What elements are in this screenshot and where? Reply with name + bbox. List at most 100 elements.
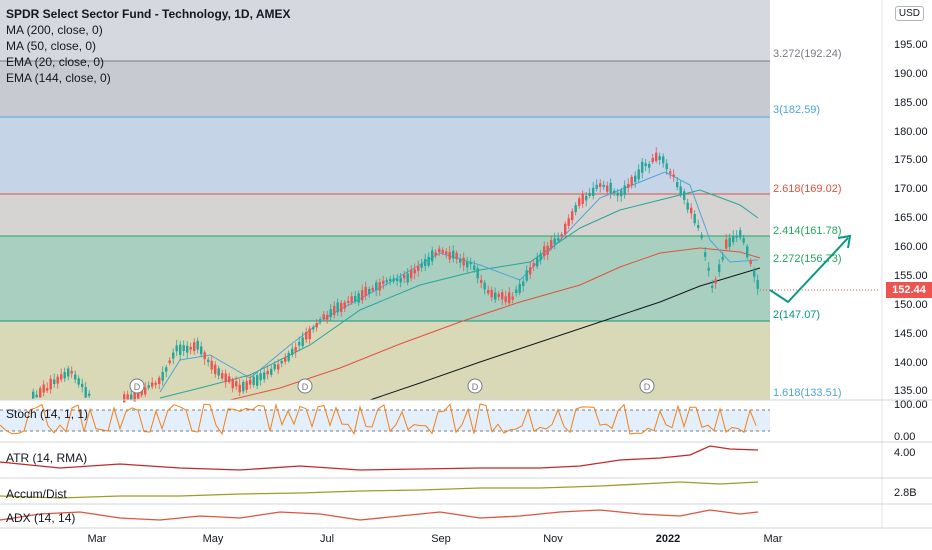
candle-body (417, 266, 420, 271)
candle-body (371, 287, 374, 291)
dividend-label: D (644, 382, 651, 392)
candle-body (739, 230, 742, 238)
stoch-label[interactable]: Stoch (14, 1, 1) (6, 407, 89, 421)
candle-body (147, 385, 150, 388)
candle-body (655, 152, 658, 161)
candle-body (434, 252, 437, 256)
candle-body (361, 290, 364, 301)
candle-body (735, 235, 738, 238)
candle-body (196, 340, 199, 350)
price-tick: 170.00 (894, 183, 928, 195)
candle-body (462, 257, 465, 266)
candle-body (574, 205, 577, 213)
candle-body (553, 238, 556, 245)
candle-body (529, 267, 532, 275)
candle-body (445, 251, 448, 255)
fib-labels: 3.272(192.24) 3(182.59) 2.618(169.02) 2.… (773, 48, 842, 399)
candle-body (347, 300, 350, 303)
candle-body (266, 370, 269, 375)
candle-body (287, 352, 290, 361)
indicator-ema20[interactable]: EMA (20, close, 0) (6, 55, 105, 69)
candle-body (634, 175, 637, 182)
candle-body (588, 192, 591, 196)
fib-zone-2618 (0, 194, 770, 236)
fib-zone-top (0, 0, 770, 61)
candle-body (567, 218, 570, 226)
candle-body (679, 186, 682, 196)
candle-body (165, 367, 168, 372)
candle-body (74, 374, 77, 380)
ema20-line (159, 171, 759, 393)
candle-body (455, 252, 458, 260)
currency-button[interactable]: USD (894, 6, 924, 21)
candle-body (511, 296, 514, 300)
candle-body (280, 360, 283, 364)
indicator-ma200[interactable]: MA (200, close, 0) (6, 23, 103, 37)
candle-body (298, 341, 301, 346)
adx-label[interactable]: ADX (14, 14) (6, 511, 76, 525)
candle-body (399, 277, 402, 283)
candle-body (480, 279, 483, 283)
candle-body (609, 182, 612, 194)
candle-body (186, 345, 189, 353)
candle-body (721, 256, 724, 260)
candle-body (259, 373, 262, 381)
candle-body (67, 368, 70, 377)
dividend-label: D (472, 382, 479, 392)
candle-body (515, 289, 518, 293)
candle-body (697, 225, 700, 228)
candle-body (291, 348, 294, 355)
candle-body (707, 267, 710, 271)
time-tick: Nov (543, 533, 563, 545)
price-tick: 145.00 (894, 328, 928, 340)
candle-body (413, 269, 416, 274)
candle-body (270, 368, 273, 375)
atr-label[interactable]: ATR (14, RMA) (6, 451, 88, 465)
candle-body (438, 248, 441, 253)
price-tick: 195.00 (894, 39, 928, 51)
time-tick: May (203, 533, 224, 545)
candle-body (182, 345, 185, 351)
candle-body (133, 392, 136, 402)
candle-body (623, 185, 626, 195)
candle-body (585, 195, 588, 201)
candle-body (273, 364, 276, 370)
dividend-markers[interactable]: D D D D (129, 378, 655, 394)
candle-body (483, 282, 486, 290)
candle-body (375, 282, 378, 291)
candle-body (476, 268, 479, 279)
candle-body (637, 169, 640, 180)
projection-arrow[interactable] (769, 234, 852, 304)
candle-body (336, 302, 339, 313)
candle-body (154, 382, 157, 385)
candle-body (382, 280, 385, 284)
candle-body (315, 323, 318, 328)
candle-body (252, 376, 255, 386)
candle-body (662, 156, 665, 164)
stoch-axis-tick: 100.00 (894, 399, 928, 411)
candle-body (350, 296, 353, 303)
candle-body (312, 327, 315, 330)
candle-body (235, 381, 238, 387)
price-axis[interactable]: 195.00 190.00 185.00 180.00 175.00 170.0… (894, 39, 928, 397)
symbol-title[interactable]: SPDR Select Sector Fund - Technology, 1D… (6, 7, 291, 21)
price-tick: 150.00 (894, 299, 928, 311)
candle-body (49, 378, 52, 390)
candle-body (378, 282, 381, 291)
indicator-ma50[interactable]: MA (50, close, 0) (6, 39, 97, 53)
candle-body (641, 161, 644, 173)
candle-body (63, 372, 66, 379)
candle-body (693, 214, 696, 224)
candle-body (214, 364, 217, 375)
candle-body (207, 359, 210, 362)
accum-label[interactable]: Accum/Dist (6, 487, 67, 501)
candle-body (137, 390, 140, 399)
candle-body (81, 383, 84, 387)
price-tick: 190.00 (894, 68, 928, 80)
indicator-ema144[interactable]: EMA (144, close, 0) (6, 71, 111, 85)
time-axis[interactable]: Mar May Jul Sep Nov 2022 Mar (88, 533, 783, 545)
candle-body (354, 295, 357, 302)
candle-body (319, 319, 322, 322)
candle-body (410, 270, 413, 279)
